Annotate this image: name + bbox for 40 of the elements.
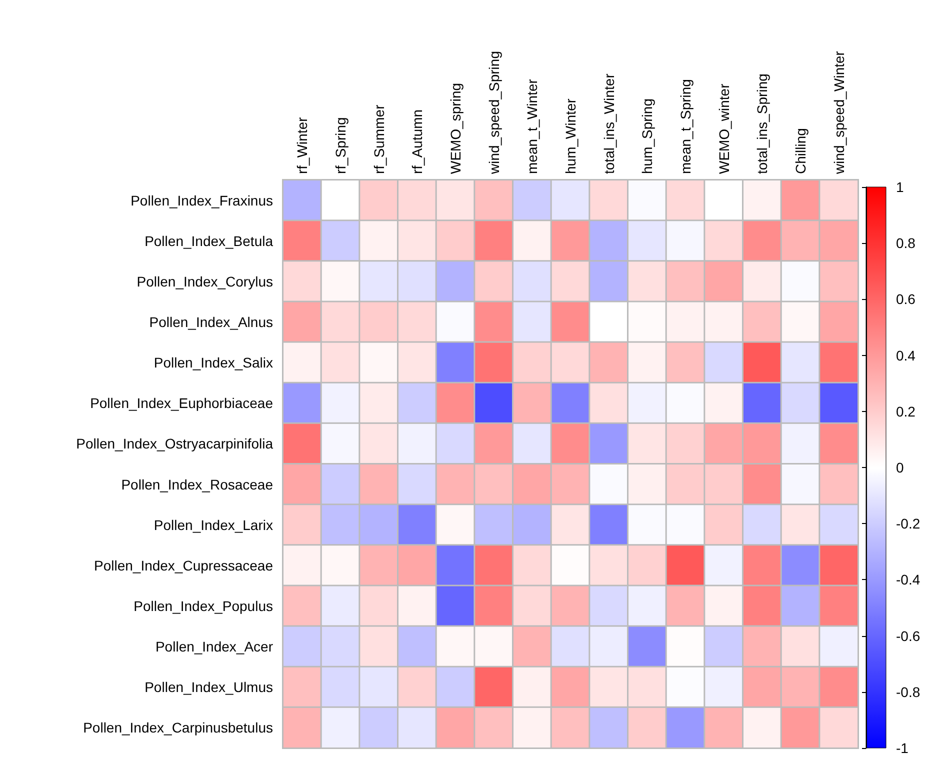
y-tick-label: Pollen_Index_Carpinusbetulus (83, 720, 273, 736)
color-bar-label: -0.4 (896, 572, 920, 588)
color-bar-label: 0 (896, 460, 904, 476)
y-tick-label: Pollen_Index_Euphorbiaceae (90, 395, 274, 412)
x-tick-label: WEMO_spring (448, 82, 464, 174)
x-tick-label: total_ins_Winter (600, 73, 617, 174)
x-tick-label: hum_Spring (639, 98, 656, 174)
y-tick-label: Pollen_Index_Fraxinus (130, 192, 273, 208)
y-tick-label: Pollen_Index_Betula (144, 232, 274, 249)
color-bar-label: 0.2 (896, 403, 916, 420)
y-tick-label: Pollen_Index_Rosaceae (121, 476, 274, 492)
y-tick-label: Pollen_Index_Larix (154, 516, 273, 533)
color-bar-label: 0.6 (896, 291, 916, 308)
x-tick-label: mean_t_Spring (678, 79, 694, 174)
x-tick-label: wind_speed_Spring (486, 51, 502, 175)
y-tick-label: Pollen_Index_Salix (154, 354, 273, 371)
color-bar-label: -1 (896, 740, 909, 756)
x-tick-label: mean_t_Winter (524, 78, 540, 174)
y-tick-label: Pollen_Index_Ulmus (144, 679, 273, 696)
y-tick-label: Pollen_Index_Ostryacarpinifolia (76, 436, 274, 452)
y-tick-label: Pollen_Index_Corylus (136, 273, 273, 290)
x-tick-label: WEMO_winter (716, 83, 732, 174)
x-tick-label: rf_Spring (332, 117, 348, 174)
x-tick-label: rf_Summer (370, 104, 387, 174)
y-tick-label: Pollen_Index_Acer (155, 638, 274, 655)
x-tick-label: rf_Autumn (409, 109, 426, 174)
y-tick-label: Pollen_Index_Populus (134, 598, 273, 614)
color-bar-label: -0.6 (896, 628, 920, 644)
color-bar-label: 1 (896, 179, 904, 195)
color-bar-label: 0.4 (896, 347, 916, 364)
x-tick-label: rf_Winter (294, 116, 310, 174)
color-bar-label: 0.8 (896, 235, 916, 252)
y-tick-label: Pollen_Index_Alnus (149, 314, 273, 330)
x-tick-label: wind_speed_Winter (830, 50, 847, 175)
color-bar-label: -0.2 (896, 516, 920, 532)
x-tick-label: total_ins_Spring (754, 74, 770, 174)
y-tick-label: Pollen_Index_Cupressaceae (94, 557, 274, 574)
x-tick-label: hum_Winter (562, 98, 578, 174)
x-tick-label: Chilling (792, 128, 808, 174)
color-bar-label: -0.8 (896, 684, 920, 700)
